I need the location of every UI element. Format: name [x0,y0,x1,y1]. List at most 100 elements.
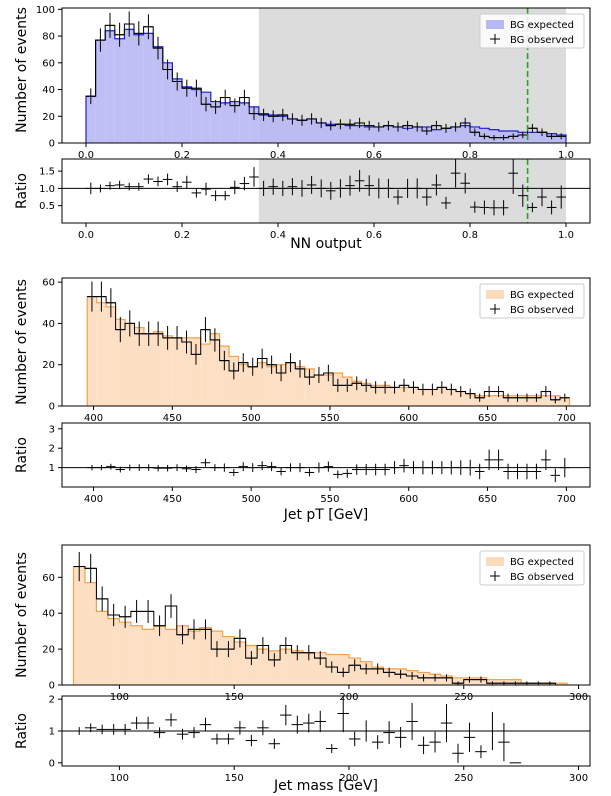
expected-bar [211,631,223,685]
expected-bar [278,116,288,143]
ratio-point [541,449,551,471]
observed-point [295,360,305,378]
ratio-point [422,188,432,206]
expected-bar [418,389,428,406]
x-tick-label: 250 [454,692,473,703]
expected-bar [210,333,220,406]
expected-bar [134,327,144,406]
observed-point [119,605,131,628]
ratio-point [431,174,442,196]
expected-bar [541,395,551,406]
observed-point [532,681,545,685]
ratio-point [408,461,419,475]
ratio-point [266,462,277,472]
ratio-point [210,464,220,472]
ratio-point [143,464,154,471]
observed-point [456,386,466,398]
ratio-point [314,462,324,473]
ratio-x-tick-label: 200 [339,773,358,784]
ratio-point [153,465,163,472]
ratio-point [489,200,499,216]
ratio-point [512,463,523,480]
expected-bar [134,34,144,143]
expected-bar [427,389,438,406]
ratio-point [176,728,189,740]
expected-bar [280,649,292,685]
observed-point [125,310,135,337]
observed-point [326,120,336,131]
legend: BG expected BG observed [479,283,585,319]
expected-bar [268,650,281,685]
observed-point [522,393,532,402]
ratio-point [134,182,144,191]
ratio-x-tick-label: 300 [569,773,588,784]
main-axes-frame [61,7,591,144]
observed-point [201,97,211,112]
expected-bar [95,40,106,143]
ratio-point [450,159,461,188]
ratio-point [537,187,547,207]
expected-bar [191,337,201,406]
y-tick-label: 40 [42,319,55,330]
observed-point [86,88,96,105]
observed-point [452,681,464,685]
legend-box [479,283,585,319]
ratio-y-axis-label: Ratio [14,713,30,749]
ratio-point [437,461,447,475]
observed-point [239,89,250,106]
expected-bar [348,658,361,685]
ratio-point [475,745,487,759]
observed-point [114,22,125,47]
observed-point [266,355,277,374]
observed-point [489,134,499,141]
ratio-point [222,733,235,745]
ratio-point [380,463,390,476]
ratio-point [456,460,466,475]
expected-bar [291,650,304,685]
ratio-point [441,196,451,209]
expected-bar [380,385,390,406]
ratio-point [143,174,154,184]
expected-bar [314,652,326,685]
ratio-x-tick-label: 550 [320,494,339,505]
ratio-point [95,184,106,193]
observed-point [191,344,201,365]
observed-point [142,599,154,623]
ratio-x-tick-label: 0.6 [366,230,382,241]
expected-bar [245,645,258,685]
observed-points [87,281,570,404]
ratio-point [498,723,510,762]
ratio-y-tick-label: 2 [49,695,55,706]
expected-bar [537,132,547,143]
legend-expected-label: BG expected [510,557,574,568]
expected-bar [172,78,182,143]
ratio-x-tick-label: 0.4 [270,230,286,241]
ratio-point [522,463,532,480]
expected-bar [306,118,317,143]
expected-bar [201,92,211,143]
panel-1: 400 450 500 550 600 650 700 0 20 40 60 Number of ev… [14,277,591,523]
legend-box [479,550,585,586]
ratio-point [383,178,394,199]
ratio-point [508,159,518,194]
ratio-y-tick-label: 2 [49,444,55,455]
expected-bar [182,86,192,143]
x-tick-label: 200 [339,692,358,703]
observed-point [182,79,192,97]
observed-point [143,14,154,40]
expected-bar [191,89,202,143]
observed-point [550,396,561,404]
observed-point [422,126,432,135]
expected-bar [153,46,163,143]
ratio-point [182,175,192,189]
ratio-point [503,463,513,480]
ratio-point [234,720,246,735]
expected-bar [162,335,173,406]
ratio-point [124,182,134,191]
ratio-point [96,464,107,471]
expected-bar [181,337,192,406]
ratio-y-tick-label: 0 [49,758,55,769]
observed-point [352,376,362,391]
observed-point [463,676,476,683]
ratio-point [119,723,131,735]
